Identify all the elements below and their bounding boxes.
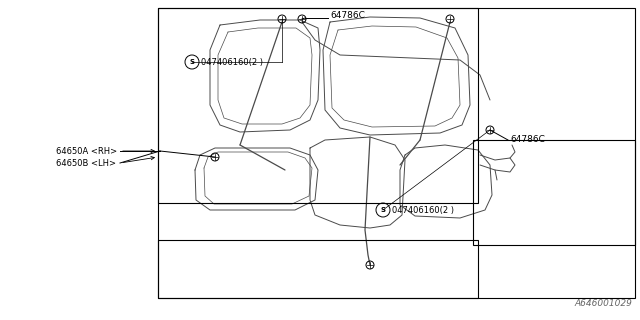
Text: 047406160(2 ): 047406160(2 ) [392, 205, 454, 214]
Text: 64786C: 64786C [330, 11, 365, 20]
Bar [158, 8, 478, 203]
Text: 64786C: 64786C [510, 135, 545, 145]
Text: 64650B <LH>: 64650B <LH> [56, 158, 116, 167]
Bar [158, 240, 478, 298]
Text: S: S [189, 59, 195, 65]
Text: 64650A <RH>: 64650A <RH> [56, 147, 117, 156]
Text: 047406160(2 ): 047406160(2 ) [201, 58, 263, 67]
Bar [158, 8, 635, 298]
Text: A646001029: A646001029 [574, 299, 632, 308]
Text: S: S [381, 207, 385, 213]
Bar [473, 140, 635, 245]
